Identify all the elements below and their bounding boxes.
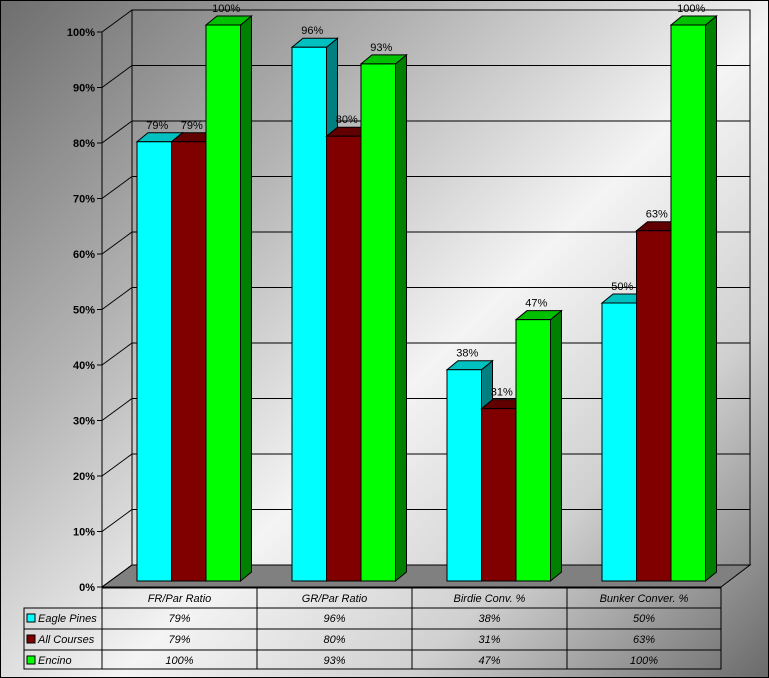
gridline-side xyxy=(101,176,133,199)
data-label: 38% xyxy=(456,348,478,360)
y-tick-label: 20% xyxy=(73,471,95,483)
y-tick-label: 70% xyxy=(73,194,95,206)
table-cell: 38% xyxy=(478,613,500,625)
bar-side xyxy=(705,14,717,583)
bar-front xyxy=(360,63,396,582)
legend-label: All Courses xyxy=(37,634,95,646)
table-cell: 100% xyxy=(630,655,658,667)
bar-front xyxy=(171,141,207,582)
bar-side xyxy=(240,14,252,583)
gridline-side xyxy=(101,9,133,33)
data-label: 100% xyxy=(677,3,705,15)
bar-encino xyxy=(514,309,563,583)
y-tick-label: 50% xyxy=(73,305,95,317)
gridline-side xyxy=(101,120,133,144)
y-tick-label: 30% xyxy=(73,416,95,428)
gridline-side xyxy=(101,342,133,366)
bar-front xyxy=(205,24,241,582)
table-cell: 96% xyxy=(323,613,345,625)
bar-encino xyxy=(359,53,408,583)
category-label: Birdie Conv. % xyxy=(454,593,526,605)
category-label: Bunker Conver. % xyxy=(600,593,689,605)
gridline-side xyxy=(101,398,133,421)
data-label: 31% xyxy=(491,387,513,399)
gridline-side xyxy=(101,453,133,477)
table-cell: 80% xyxy=(323,634,345,646)
gridline-side xyxy=(101,564,133,588)
data-label: 50% xyxy=(611,281,633,293)
bar-front xyxy=(291,46,327,582)
bar-front xyxy=(446,369,482,582)
table-cell: 47% xyxy=(478,655,500,667)
table-cell: 50% xyxy=(633,613,655,625)
bar-front xyxy=(481,408,517,582)
data-label: 79% xyxy=(181,120,203,132)
data-label: 47% xyxy=(525,298,547,310)
bar-side xyxy=(395,53,407,583)
category-label: FR/Par Ratio xyxy=(148,593,212,605)
bar-front xyxy=(601,302,637,582)
bar-encino xyxy=(204,14,253,583)
gridline-side xyxy=(101,287,133,310)
legend-swatch xyxy=(26,634,36,644)
data-label: 79% xyxy=(146,120,168,132)
data-label: 63% xyxy=(646,209,668,221)
bar-encino xyxy=(669,14,718,583)
y-tick-label: 0% xyxy=(79,582,95,594)
category-label: GR/Par Ratio xyxy=(302,593,367,605)
y-tick-label: 80% xyxy=(73,138,95,150)
y-tick-label: 100% xyxy=(67,27,95,39)
bar-front xyxy=(670,24,706,582)
y-tick-label: 40% xyxy=(73,360,95,372)
bar-front xyxy=(136,141,172,582)
legend-label: Encino xyxy=(38,655,72,667)
gridline-side xyxy=(101,65,133,88)
table-cell: 31% xyxy=(478,634,500,646)
data-label: 100% xyxy=(212,3,240,15)
y-tick-label: 90% xyxy=(73,83,95,95)
legend-swatch xyxy=(26,655,36,665)
data-label: 96% xyxy=(301,25,323,37)
data-label: 80% xyxy=(336,114,358,126)
y-tick-label: 10% xyxy=(73,527,95,539)
table-cell: 93% xyxy=(323,655,345,667)
table-cell: 79% xyxy=(168,634,190,646)
bar-side xyxy=(550,309,562,583)
bar-front xyxy=(326,135,362,582)
bar-front xyxy=(515,319,551,582)
y-tick-label: 60% xyxy=(73,249,95,261)
data-label: 93% xyxy=(370,42,392,54)
gridline-side xyxy=(101,231,133,255)
legend-swatch xyxy=(26,613,36,623)
legend-label: Eagle Pines xyxy=(38,613,97,625)
table-cell: 63% xyxy=(633,634,655,646)
table-cell: 100% xyxy=(165,655,193,667)
bar-front xyxy=(636,230,672,582)
gridline-side xyxy=(101,509,133,532)
table-cell: 79% xyxy=(168,613,190,625)
